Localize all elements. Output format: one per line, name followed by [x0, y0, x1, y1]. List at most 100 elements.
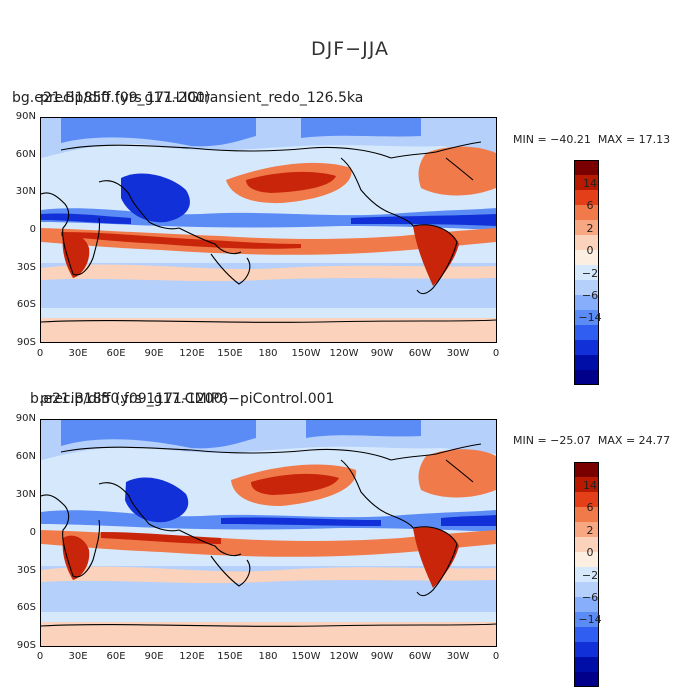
panel-1-ytick-30s: 30S: [16, 262, 36, 273]
panel-1-cbar-label: −2: [581, 267, 599, 280]
panel-2-xtick: 150E: [217, 651, 243, 662]
panel-2-ytick-0: 0: [29, 527, 36, 538]
colorbar-swatch: [574, 235, 599, 250]
panel-2-xtick: 30W: [446, 651, 470, 662]
panel-1-ytick-60n: 60N: [15, 149, 36, 160]
panel-2-ytick-60n: 60N: [15, 451, 36, 462]
colorbar-swatch: [574, 612, 599, 627]
panel-1-ytick-90s: 90S: [16, 337, 36, 348]
panel-2-xtick: 60W: [408, 651, 432, 662]
panel-2-xtick: 120W: [329, 651, 359, 662]
panel-1-ytick-0: 0: [29, 224, 36, 235]
panel-2-xtick: 90W: [370, 651, 394, 662]
panel-1-max: MAX = 17.13: [597, 133, 671, 146]
panel-1-cbar-label: 0: [586, 244, 594, 257]
panel-2-ytick-90n: 90N: [15, 413, 36, 424]
panel-1-xtick: 120W: [329, 348, 359, 359]
panel-2-field: [41, 420, 496, 646]
panel-1-field: [41, 118, 496, 342]
panel-1-xtick: 30W: [446, 348, 470, 359]
panel-2-stats: MIN = −25.07 MAX = 24.77: [513, 434, 670, 447]
panel-1-xtick: 90E: [144, 348, 164, 359]
colorbar-swatch: [574, 265, 599, 280]
colorbar-swatch: [574, 597, 599, 612]
colorbar-swatch: [574, 582, 599, 597]
panel-1-title-a: bg.e21.B1850.f09_g17.LIGtransient_redo_1…: [12, 90, 364, 106]
colorbar-swatch: [574, 175, 599, 190]
panel-2-cbar-label: −14: [578, 613, 602, 626]
panel-1-cbar-label: −14: [578, 311, 602, 324]
colorbar-swatch: [574, 310, 599, 325]
colorbar-swatch: [574, 537, 599, 552]
panel-1-map: [40, 117, 497, 343]
panel-2-ytick-30n: 30N: [15, 489, 36, 500]
panel-1-xtick: 0: [492, 348, 500, 359]
panel-1-xtick: 150W: [291, 348, 321, 359]
panel-2-xtick: 0: [36, 651, 44, 662]
colorbar-swatch: [574, 567, 599, 582]
panel-1-xtick: 0: [36, 348, 44, 359]
panel-1-xtick: 180: [258, 348, 278, 359]
panel-2-xtick: 60E: [106, 651, 126, 662]
colorbar-swatch: [574, 672, 599, 687]
panel-1-ytick-60s: 60S: [16, 299, 36, 310]
colorbar-swatch: [574, 642, 599, 657]
panel-2-xtick: 150W: [291, 651, 321, 662]
colorbar-swatch: [574, 160, 599, 175]
panel-1-cbar-label: 2: [586, 222, 594, 235]
panel-2-cbar-label: 0: [586, 546, 594, 559]
panel-1-stats: MIN = −40.21 MAX = 17.13: [513, 133, 670, 146]
panel-1-colorbar: [574, 160, 599, 385]
panel-2-cbar-label: 14: [583, 479, 597, 492]
panel-1-cbar-label: 6: [586, 199, 594, 212]
panel-1-ytick-30n: 30N: [15, 186, 36, 197]
panel-2-ytick-60s: 60S: [16, 602, 36, 613]
panel-2-min: MIN = −25.07: [513, 434, 591, 447]
panel-2-colorbar-swatches: [574, 462, 599, 687]
colorbar-swatch: [574, 295, 599, 310]
panel-2-cbar-label: 2: [586, 524, 594, 537]
colorbar-swatch: [574, 477, 599, 492]
colorbar-swatch: [574, 355, 599, 370]
panel-1-xtick: 30E: [68, 348, 88, 359]
panel-2-title: b.e21.B1850.f09_g17.CMIP6−piControl.001 …: [30, 391, 334, 407]
panel-1-xtick: 60E: [106, 348, 126, 359]
colorbar-swatch: [574, 220, 599, 235]
panel-1-title: bg.e21.B1850.f09_g17.LIGtransient_redo_1…: [12, 90, 363, 106]
panel-1-title-b: precip/diff (yrs 171-200): [40, 90, 211, 106]
panel-2-xtick: 120E: [179, 651, 205, 662]
colorbar-swatch: [574, 657, 599, 672]
panel-1-min: MIN = −40.21: [513, 133, 591, 146]
panel-1-colorbar-swatches: [574, 160, 599, 385]
colorbar-swatch: [574, 340, 599, 355]
panel-1-xtick: 150E: [217, 348, 243, 359]
panel-2-ytick-90s: 90S: [16, 640, 36, 651]
colorbar-swatch: [574, 190, 599, 205]
panel-2-title-a: b.e21.B1850.f09_g17.CMIP6−piControl.001: [30, 391, 335, 407]
colorbar-swatch: [574, 507, 599, 522]
panel-1-cbar-label: 14: [583, 177, 597, 190]
panel-1-xtick: 120E: [179, 348, 205, 359]
panel-2-ytick-30s: 30S: [16, 565, 36, 576]
panel-2-cbar-label: −6: [581, 591, 599, 604]
panel-1-ytick-90n: 90N: [15, 111, 36, 122]
colorbar-swatch: [574, 462, 599, 477]
panel-2-cbar-label: 6: [586, 501, 594, 514]
panel-2-title-b: precip/diff (yrs 1171-1200): [40, 391, 229, 407]
panel-2-colorbar: [574, 462, 599, 687]
panel-1-cbar-label: −6: [581, 289, 599, 302]
panel-2-xtick: 0: [492, 651, 500, 662]
panel-2-xtick: 90E: [144, 651, 164, 662]
panel-2-max: MAX = 24.77: [597, 434, 671, 447]
colorbar-swatch: [574, 325, 599, 340]
colorbar-swatch: [574, 552, 599, 567]
panel-2-cbar-label: −2: [581, 569, 599, 582]
colorbar-swatch: [574, 205, 599, 220]
colorbar-swatch: [574, 280, 599, 295]
panel-2-xtick: 180: [258, 651, 278, 662]
colorbar-swatch: [574, 492, 599, 507]
colorbar-swatch: [574, 250, 599, 265]
panel-2-xtick: 30E: [68, 651, 88, 662]
panel-2-map: [40, 419, 497, 647]
colorbar-swatch: [574, 370, 599, 385]
